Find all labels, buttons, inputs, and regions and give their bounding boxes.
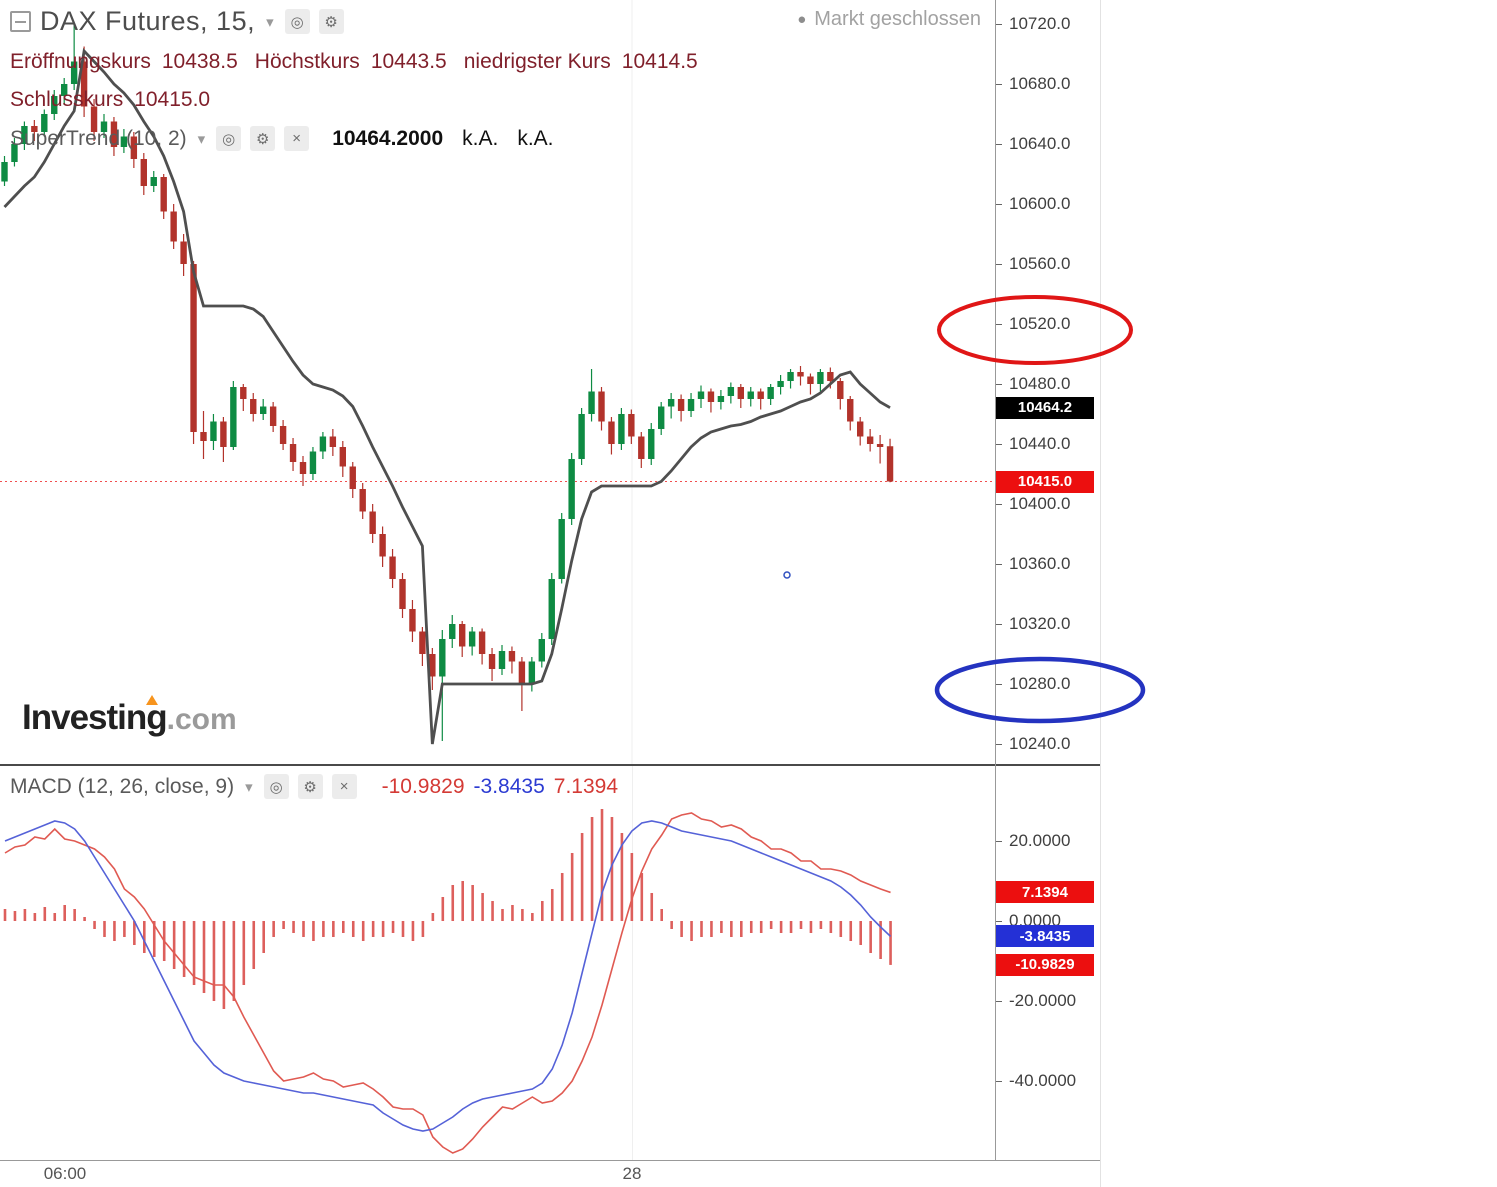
macd-histogram-axis-label: -10.9829 xyxy=(996,953,1094,976)
symbol-title[interactable]: DAX Futures, 15, xyxy=(40,6,256,36)
macd-pane: MACD (12, 26, close, 9) ▾ ◎ ⚙ × -10.9829… xyxy=(0,766,995,1160)
open-value: 10438.5 xyxy=(161,50,238,73)
supertrend-line xyxy=(3,47,891,745)
market-status-text: Markt geschlossen xyxy=(814,8,981,30)
candles xyxy=(1,24,894,741)
status-dot-icon: ● xyxy=(797,11,807,28)
price-tick: 10280.0 xyxy=(996,674,1070,694)
ohlc-row: Eröffnungskurs 10438.5 Höchstkurs 10443.… xyxy=(10,50,698,74)
investing-logo-accent xyxy=(146,695,158,705)
price-tick: 10680.0 xyxy=(996,74,1070,94)
price-tick: 10400.0 xyxy=(996,494,1070,514)
price-tick: 10240.0 xyxy=(996,734,1070,754)
price-tick: 10360.0 xyxy=(996,554,1070,574)
high-value: 10443.5 xyxy=(370,50,447,73)
close-icon[interactable]: × xyxy=(284,126,310,151)
price-chart-canvas[interactable] xyxy=(0,0,995,764)
chevron-down-icon[interactable]: ▾ xyxy=(245,778,253,796)
chevron-down-icon[interactable]: ▾ xyxy=(197,130,206,148)
macd-tick: -40.0000 xyxy=(996,1071,1076,1091)
macd-line-value: -3.8435 xyxy=(473,774,545,798)
macd-tick: 0.0000 xyxy=(996,911,1061,931)
macd-main-line xyxy=(4,820,892,1132)
time-axis-label: 28 xyxy=(622,1164,642,1183)
collapse-pane-icon[interactable] xyxy=(10,11,31,32)
supertrend-na2: k.A. xyxy=(517,126,554,150)
price-tick: 10520.0 xyxy=(996,314,1070,334)
low-label: niedrigster Kurs xyxy=(463,50,611,73)
settings-icon[interactable]: ⚙ xyxy=(297,774,323,799)
close-row: Schlusskurs 10415.0 xyxy=(10,88,210,112)
macd-tick: 20.0000 xyxy=(996,831,1070,851)
price-tick: 10560.0 xyxy=(996,254,1070,274)
close-value: 10415.0 xyxy=(134,88,211,111)
price-axis[interactable]: 10464.2 10415.0 10720.0 10680.0 10640.0 106… xyxy=(996,0,1100,764)
price-tick: 10480.0 xyxy=(996,374,1070,394)
investing-logo-text: Investing xyxy=(22,698,168,737)
supertrend-price-label: 10464.2 xyxy=(996,396,1094,419)
low-value: 10414.5 xyxy=(621,50,698,73)
supertrend-label[interactable]: SuperTrend (10, 2) xyxy=(10,126,187,150)
visibility-icon[interactable]: ◎ xyxy=(216,126,242,151)
last-price-label: 10415.0 xyxy=(996,470,1094,493)
time-axis-line xyxy=(0,1160,1100,1161)
widget-right-border xyxy=(1100,0,1101,1187)
supertrend-value: 10464.2000 xyxy=(332,126,444,150)
time-axis-label: 06:00 xyxy=(43,1164,87,1183)
macd-signal-line xyxy=(4,812,891,1154)
close-icon[interactable]: × xyxy=(331,774,357,799)
macd-signal-axis-label: 7.1394 xyxy=(996,881,1094,904)
macd-legend-row: MACD (12, 26, close, 9) ▾ ◎ ⚙ × -10.9829… xyxy=(10,774,618,799)
price-tick: 10320.0 xyxy=(996,614,1070,634)
macd-signal-value: 7.1394 xyxy=(553,774,618,798)
macd-label[interactable]: MACD (12, 26, close, 9) xyxy=(10,774,235,798)
price-pane: DAX Futures, 15, ▾ ◎ ⚙ ● Markt geschloss… xyxy=(0,0,995,764)
price-tick: 10720.0 xyxy=(996,14,1070,34)
investing-logo[interactable]: Investing.com xyxy=(22,695,237,738)
time-axis[interactable]: 06:00 28 xyxy=(0,1161,1100,1187)
macd-axis[interactable]: 7.1394 -3.8435 -10.9829 20.0000 0.0000 -20… xyxy=(996,766,1100,1160)
supertrend-na1: k.A. xyxy=(462,126,499,150)
axis-border-line xyxy=(995,0,996,1160)
high-label: Höchstkurs xyxy=(254,50,360,73)
open-label: Eröffnungskurs xyxy=(10,50,151,73)
macd-histogram-value: -10.9829 xyxy=(381,774,465,798)
settings-icon[interactable]: ⚙ xyxy=(250,126,276,151)
chevron-down-icon[interactable]: ▾ xyxy=(266,13,274,31)
visibility-icon[interactable]: ◎ xyxy=(263,774,289,799)
macd-line-axis-label: -3.8435 xyxy=(996,925,1094,948)
macd-chart-canvas[interactable] xyxy=(0,766,995,1160)
supertrend-legend-row: SuperTrend (10, 2) ▾ ◎ ⚙ × 10464.2000 k.… xyxy=(10,126,554,151)
price-tick: 10440.0 xyxy=(996,434,1070,454)
close-label: Schlusskurs xyxy=(10,88,124,111)
settings-icon[interactable]: ⚙ xyxy=(318,9,344,34)
chart-title-row: DAX Futures, 15, ▾ ◎ ⚙ xyxy=(10,6,344,37)
investing-logo-suffix: .com xyxy=(166,703,237,736)
pane-divider[interactable] xyxy=(0,764,1100,766)
price-tick: 10600.0 xyxy=(996,194,1070,214)
price-tick: 10640.0 xyxy=(996,134,1070,154)
visibility-icon[interactable]: ◎ xyxy=(284,9,310,34)
macd-tick: -20.0000 xyxy=(996,991,1076,1011)
market-status: ● Markt geschlossen xyxy=(797,8,981,31)
